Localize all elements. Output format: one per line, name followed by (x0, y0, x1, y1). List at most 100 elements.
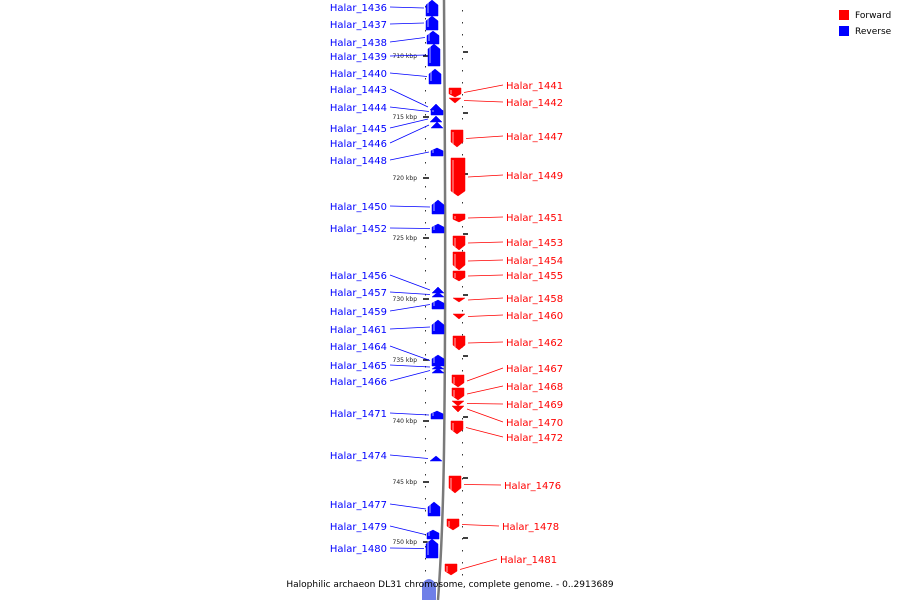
forward-gene-glyph[interactable] (446, 518, 460, 531)
forward-gene[interactable]: Halar_1476 (448, 475, 561, 494)
forward-gene-label[interactable]: Halar_1468 (506, 382, 563, 393)
reverse-gene-label[interactable]: Halar_1440 (330, 69, 387, 80)
reverse-gene-glyph[interactable] (430, 107, 444, 116)
forward-gene[interactable]: Halar_1470 (451, 405, 563, 429)
reverse-gene-label[interactable]: Halar_1479 (330, 522, 387, 533)
forward-gene[interactable]: Halar_1449 (450, 157, 563, 197)
forward-gene-label[interactable]: Halar_1447 (506, 132, 563, 143)
reverse-gene-label[interactable]: Halar_1456 (330, 271, 387, 282)
reverse-gene-glyph[interactable] (431, 291, 445, 298)
forward-gene-label[interactable]: Halar_1476 (504, 481, 561, 492)
reverse-gene[interactable]: Halar_1474 (330, 451, 443, 462)
reverse-gene-label[interactable]: Halar_1477 (330, 500, 387, 511)
forward-gene-label[interactable]: Halar_1467 (506, 364, 563, 375)
forward-gene[interactable]: Halar_1454 (452, 251, 563, 271)
forward-gene-glyph[interactable] (452, 270, 466, 282)
reverse-gene-label[interactable]: Halar_1436 (330, 3, 387, 14)
reverse-gene-label[interactable]: Halar_1443 (330, 85, 387, 96)
reverse-gene-glyph[interactable] (431, 354, 445, 367)
forward-gene[interactable]: Halar_1472 (450, 420, 563, 444)
reverse-gene-label[interactable]: Halar_1439 (330, 52, 387, 63)
forward-gene-glyph[interactable] (451, 387, 465, 401)
reverse-gene[interactable]: Halar_1452 (330, 223, 445, 235)
reverse-gene-label[interactable]: Halar_1459 (330, 307, 387, 318)
forward-gene[interactable]: Halar_1469 (451, 400, 563, 411)
reverse-gene[interactable]: Halar_1440 (330, 68, 442, 85)
forward-gene[interactable]: Halar_1478 (446, 518, 559, 533)
forward-gene[interactable]: Halar_1462 (452, 335, 563, 351)
reverse-gene[interactable]: Halar_1456 (330, 271, 445, 294)
forward-gene[interactable]: Halar_1442 (448, 97, 563, 109)
forward-gene-glyph[interactable] (450, 129, 464, 148)
reverse-gene-glyph[interactable] (427, 501, 441, 517)
reverse-gene[interactable]: Halar_1477 (330, 500, 441, 517)
forward-gene-glyph[interactable] (444, 563, 458, 576)
reverse-gene[interactable]: Halar_1436 (330, 0, 439, 17)
reverse-gene-label[interactable]: Halar_1471 (330, 409, 387, 420)
forward-gene-glyph[interactable] (452, 213, 466, 223)
forward-gene-label[interactable]: Halar_1451 (506, 213, 563, 224)
reverse-gene-label[interactable]: Halar_1446 (330, 139, 387, 150)
reverse-gene-glyph[interactable] (426, 529, 440, 540)
reverse-gene[interactable]: Halar_1448 (330, 147, 444, 167)
forward-gene[interactable]: Halar_1455 (452, 270, 563, 282)
forward-gene-label[interactable]: Halar_1442 (506, 98, 563, 109)
reverse-gene[interactable]: Halar_1444 (330, 103, 444, 116)
reverse-gene-glyph[interactable] (430, 410, 444, 420)
forward-gene[interactable]: Halar_1458 (452, 294, 563, 305)
reverse-gene-glyph[interactable] (429, 455, 443, 462)
reverse-gene-glyph[interactable] (429, 115, 443, 123)
reverse-gene[interactable]: Halar_1445 (330, 115, 443, 135)
forward-gene[interactable]: Halar_1441 (448, 81, 563, 98)
reverse-gene[interactable]: Halar_1479 (330, 522, 440, 540)
forward-gene-label[interactable]: Halar_1481 (500, 555, 557, 566)
reverse-gene-label[interactable]: Halar_1452 (330, 224, 387, 235)
forward-gene-glyph[interactable] (452, 335, 466, 351)
reverse-gene[interactable]: Halar_1466 (330, 367, 445, 388)
reverse-gene-glyph[interactable] (425, 538, 439, 559)
reverse-gene-label[interactable]: Halar_1457 (330, 288, 387, 299)
forward-gene[interactable]: Halar_1451 (452, 213, 563, 224)
forward-gene[interactable]: Halar_1481 (444, 555, 557, 576)
forward-gene[interactable]: Halar_1453 (452, 235, 563, 251)
reverse-gene-glyph[interactable] (431, 299, 445, 310)
forward-gene[interactable]: Halar_1447 (450, 129, 563, 148)
reverse-gene-glyph[interactable] (430, 147, 444, 157)
reverse-gene[interactable]: Halar_1471 (330, 409, 444, 420)
reverse-gene[interactable]: Halar_1464 (330, 342, 445, 367)
forward-gene-label[interactable]: Halar_1449 (506, 171, 563, 182)
forward-gene-glyph[interactable] (448, 97, 462, 104)
forward-gene-label[interactable]: Halar_1441 (506, 81, 563, 92)
reverse-gene-label[interactable]: Halar_1465 (330, 361, 387, 372)
reverse-gene-label[interactable]: Halar_1448 (330, 156, 387, 167)
reverse-gene-label[interactable]: Halar_1461 (330, 325, 387, 336)
forward-gene-label[interactable]: Halar_1458 (506, 294, 563, 305)
forward-gene-label[interactable]: Halar_1462 (506, 338, 563, 349)
reverse-gene-label[interactable]: Halar_1466 (330, 377, 387, 388)
forward-gene-glyph[interactable] (448, 475, 462, 494)
reverse-gene-label[interactable]: Halar_1438 (330, 38, 387, 49)
forward-gene-label[interactable]: Halar_1469 (506, 400, 563, 411)
reverse-gene[interactable]: Halar_1465 (330, 361, 445, 372)
forward-gene-glyph[interactable] (452, 251, 466, 271)
reverse-gene-label[interactable]: Halar_1445 (330, 124, 387, 135)
forward-gene-label[interactable]: Halar_1472 (506, 433, 563, 444)
forward-gene-glyph[interactable] (448, 87, 462, 98)
reverse-gene[interactable]: Halar_1459 (330, 299, 445, 318)
forward-gene-glyph[interactable] (452, 313, 466, 320)
reverse-gene-glyph[interactable] (425, 0, 439, 17)
reverse-gene[interactable]: Halar_1461 (330, 319, 445, 336)
reverse-gene-glyph[interactable] (427, 43, 441, 67)
reverse-gene[interactable]: Halar_1457 (330, 288, 445, 299)
forward-gene-label[interactable]: Halar_1455 (506, 271, 563, 282)
reverse-gene[interactable]: Halar_1438 (330, 30, 440, 49)
reverse-gene-label[interactable]: Halar_1474 (330, 451, 387, 462)
forward-gene-glyph[interactable] (451, 400, 465, 407)
forward-gene[interactable]: Halar_1467 (451, 364, 563, 388)
reverse-gene[interactable]: Halar_1446 (330, 121, 444, 150)
reverse-gene[interactable]: Halar_1437 (330, 15, 439, 31)
reverse-gene[interactable]: Halar_1480 (330, 538, 439, 559)
reverse-gene-label[interactable]: Halar_1437 (330, 20, 387, 31)
forward-gene-glyph[interactable] (450, 420, 464, 435)
forward-gene-glyph[interactable] (451, 374, 465, 388)
